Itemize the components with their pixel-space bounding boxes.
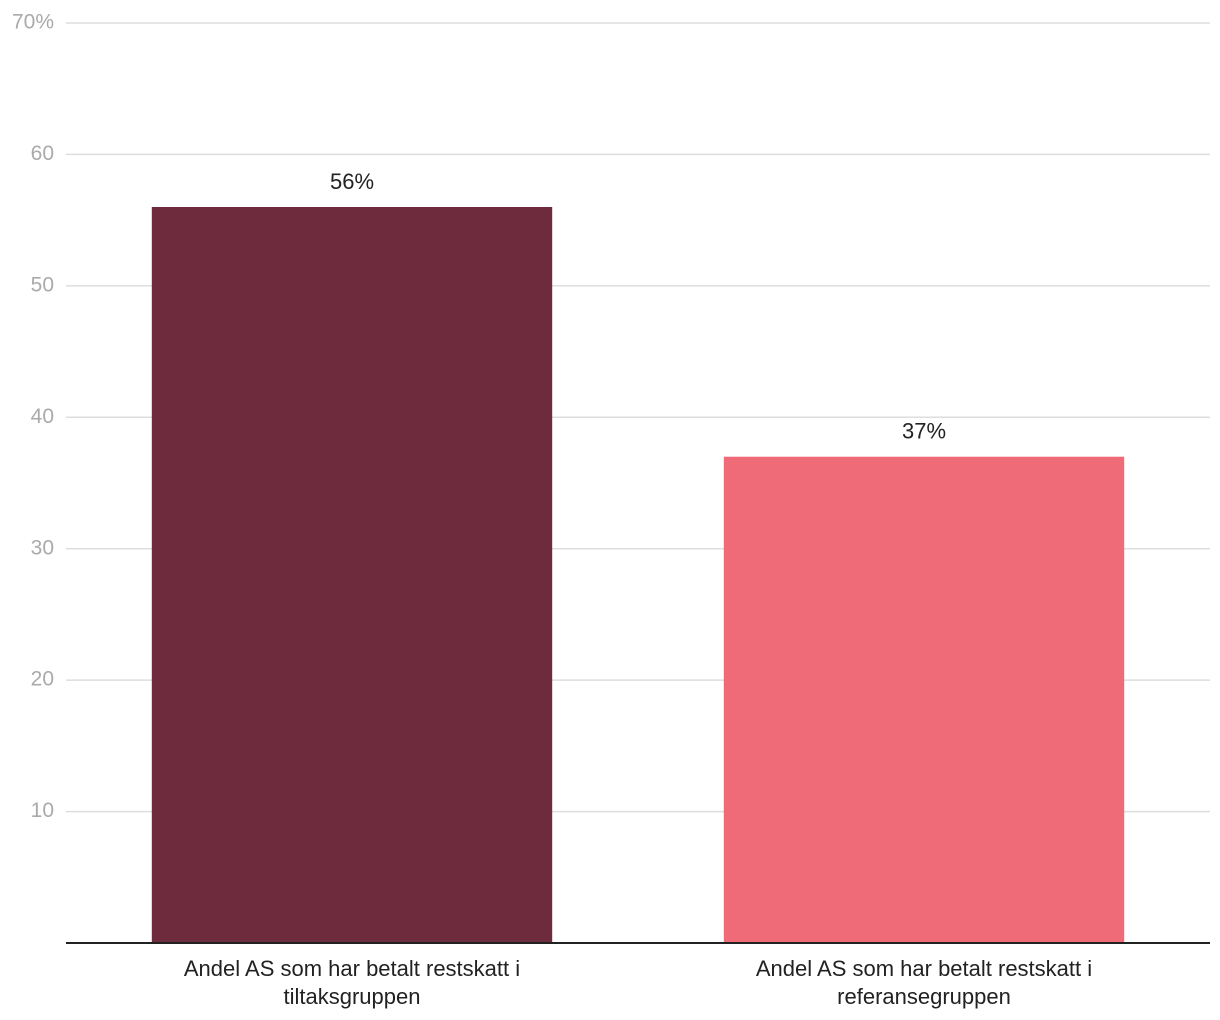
y-tick-label: 40	[31, 405, 54, 428]
value-label: 37%	[902, 419, 946, 444]
y-tick-label: 70%	[12, 11, 54, 34]
x-tick-label: Andel AS som har betalt restskatt i refe…	[755, 956, 1093, 1009]
bar	[723, 456, 1125, 943]
x-tick-label: Andel AS som har betalt restskatt i tilt…	[183, 956, 521, 1009]
value-label: 56%	[330, 169, 374, 194]
y-tick-label: 20	[31, 668, 54, 691]
bar	[151, 207, 553, 943]
y-tick-label: 60	[31, 142, 54, 165]
y-tick-label: 50	[31, 273, 54, 296]
y-tick-label: 10	[31, 799, 54, 822]
y-tick-label: 30	[31, 536, 54, 559]
